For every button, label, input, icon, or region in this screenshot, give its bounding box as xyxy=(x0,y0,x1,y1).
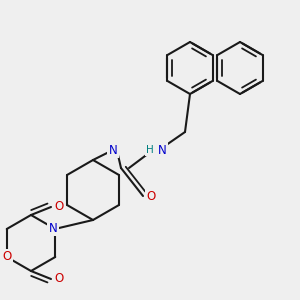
Text: O: O xyxy=(54,200,64,214)
Text: N: N xyxy=(49,221,57,235)
Text: N: N xyxy=(109,143,117,157)
Text: O: O xyxy=(2,250,11,263)
Text: O: O xyxy=(146,190,156,202)
Text: H: H xyxy=(146,145,154,155)
Text: N: N xyxy=(158,143,166,157)
Text: O: O xyxy=(54,272,64,286)
